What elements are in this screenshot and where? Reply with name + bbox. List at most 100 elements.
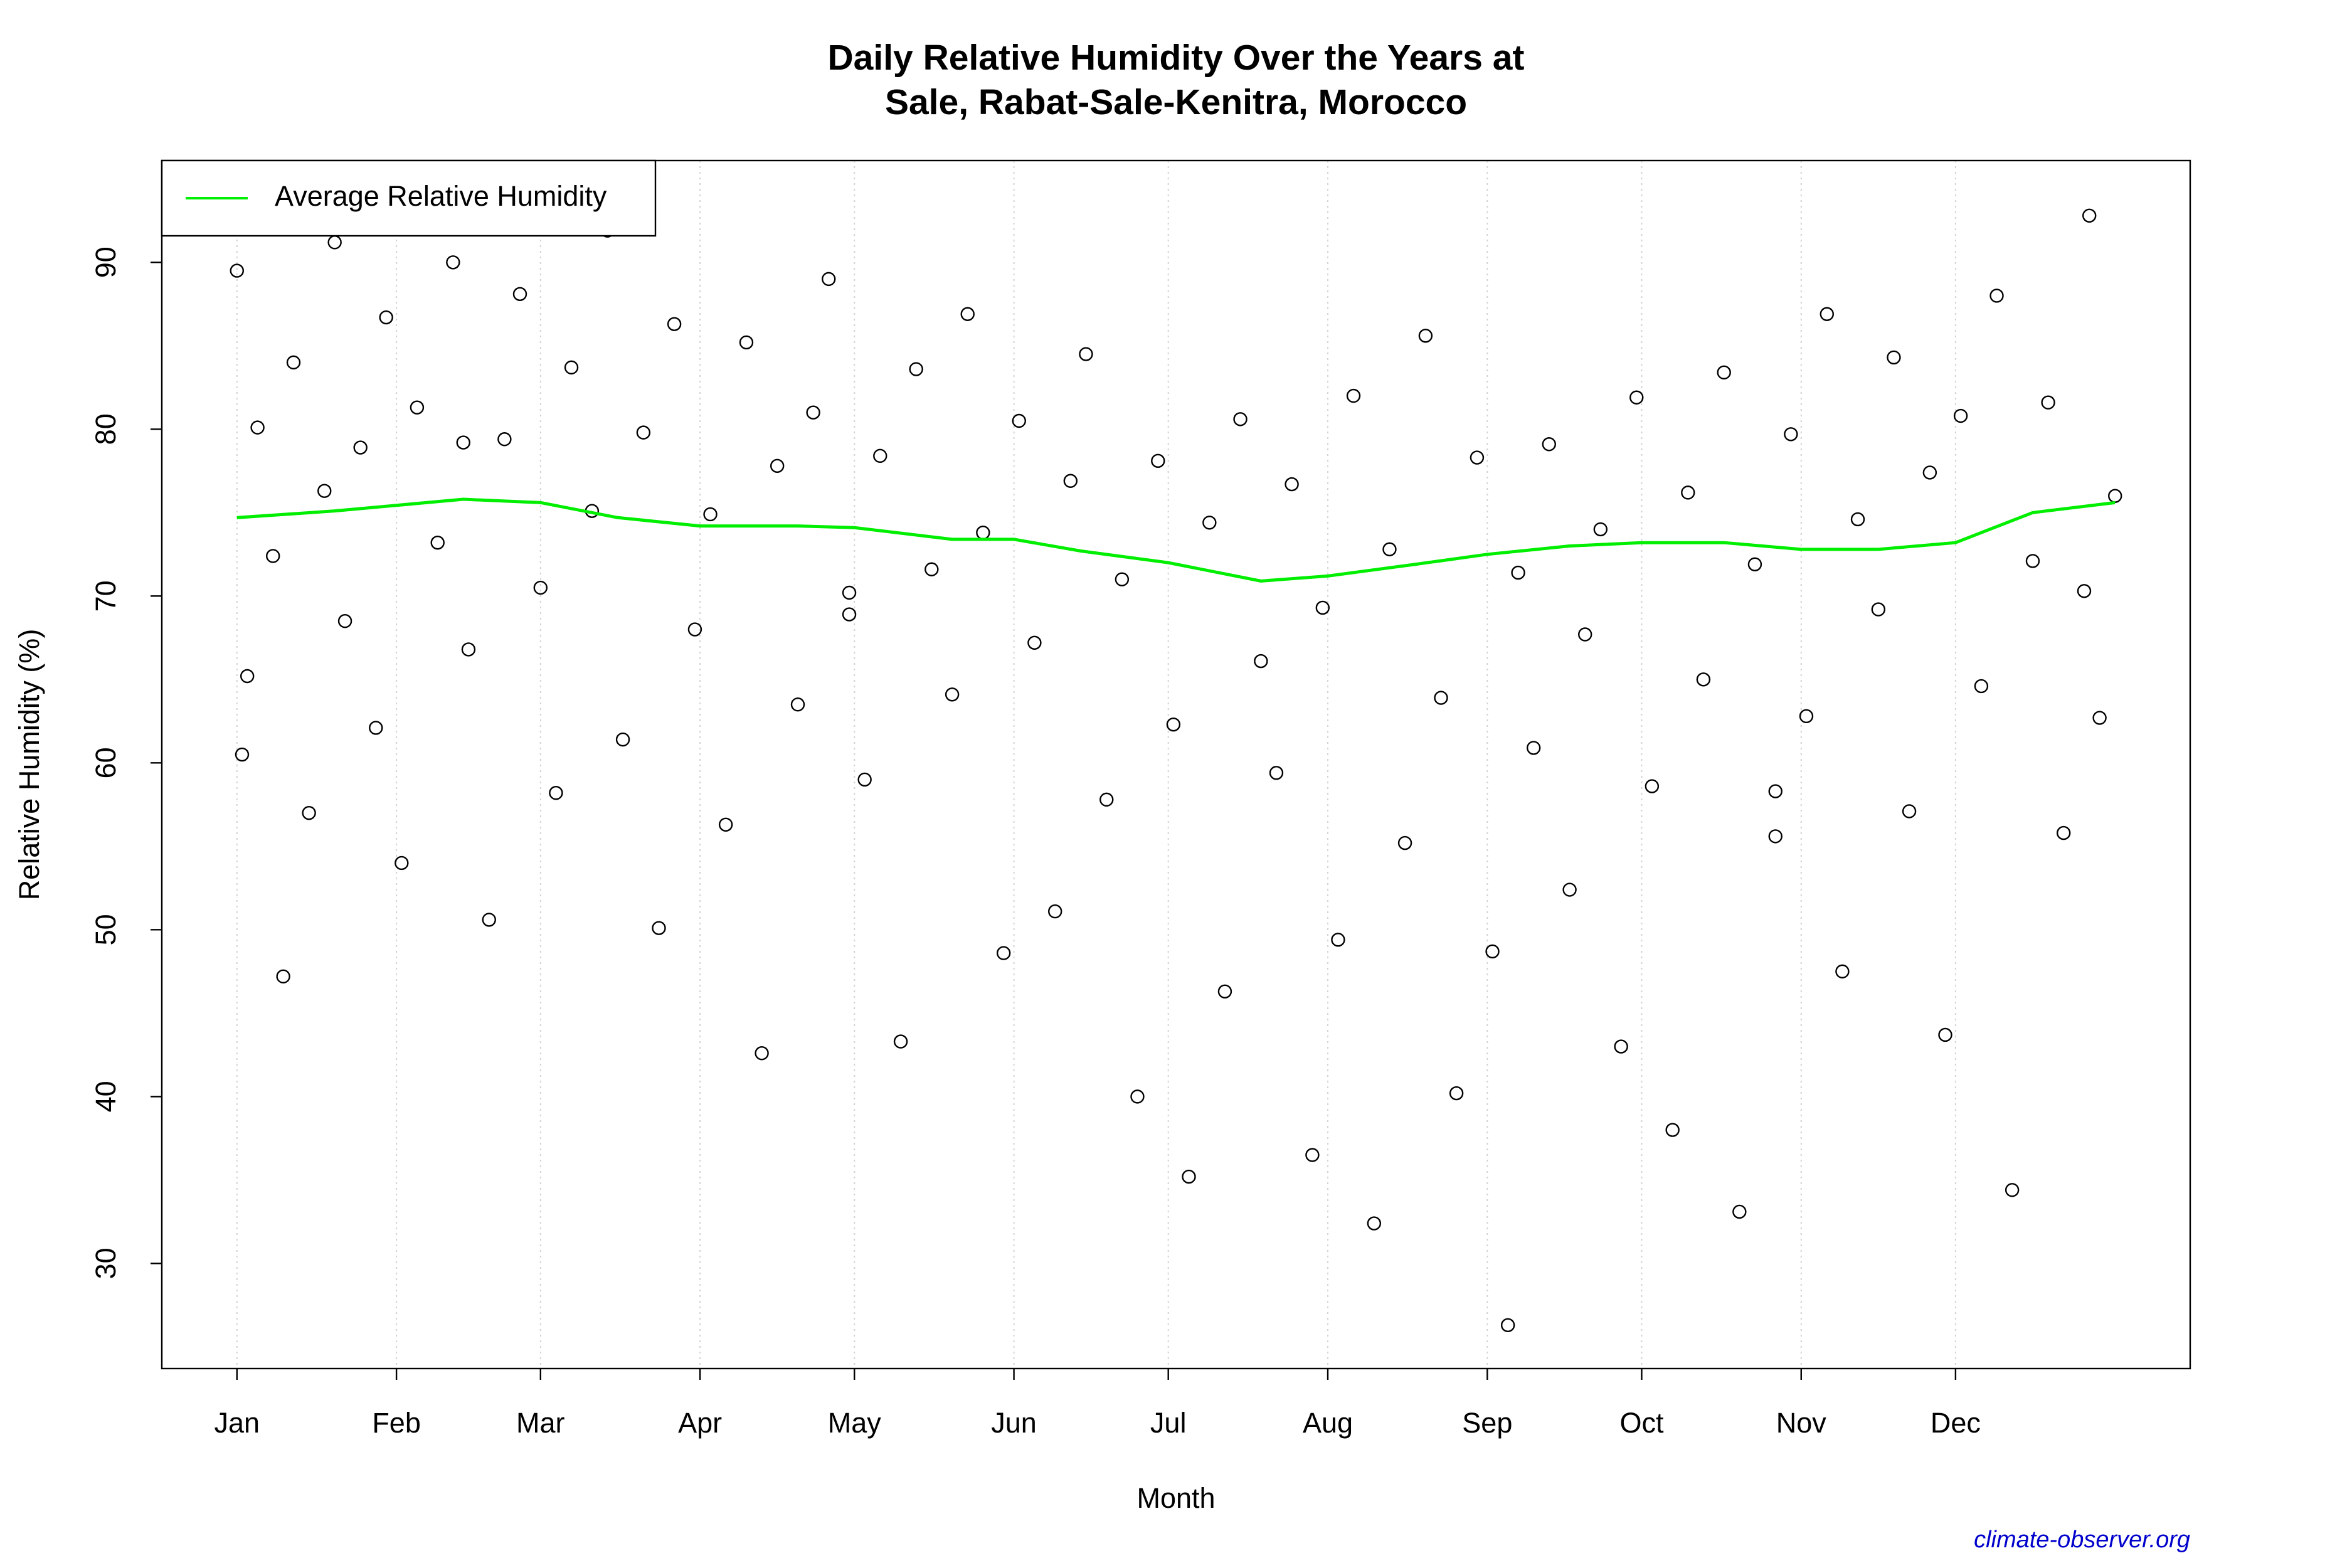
data-point	[512, 287, 527, 302]
data-point	[317, 484, 332, 498]
data-point	[1578, 627, 1592, 642]
data-point	[1500, 1318, 1515, 1333]
plot-frame	[161, 159, 2191, 1370]
data-point	[703, 507, 718, 522]
data-point	[482, 913, 496, 927]
data-point	[1115, 572, 1130, 586]
data-point	[1331, 933, 1345, 947]
y-axis-label: Relative Humidity (%)	[13, 629, 45, 901]
source-link: climate-observer.org	[1974, 1527, 2190, 1553]
data-point	[924, 562, 939, 576]
data-point	[1922, 465, 1937, 480]
data-point	[806, 405, 820, 420]
data-point	[755, 1046, 769, 1061]
data-point	[1202, 516, 1217, 530]
data-point	[497, 432, 512, 447]
data-point	[739, 335, 754, 350]
data-point	[2041, 395, 2055, 410]
data-point	[1562, 882, 1577, 897]
data-point	[1079, 347, 1093, 361]
data-point	[369, 721, 383, 735]
data-point	[1696, 672, 1711, 687]
data-point	[909, 362, 923, 376]
chart-title: Sale, Rabat-Sale-Kenitra, Morocco	[885, 82, 1467, 122]
data-point	[302, 805, 316, 820]
data-point	[337, 614, 352, 628]
data-point	[1871, 602, 1886, 617]
data-point	[240, 669, 255, 684]
data-point	[842, 607, 857, 622]
data-point	[1511, 565, 1525, 580]
data-point	[549, 786, 563, 800]
x-tick-label: Jul	[1150, 1407, 1187, 1439]
data-point	[1182, 1169, 1196, 1184]
chart-title: Daily Relative Humidity Over the Years a…	[828, 38, 1525, 78]
data-point	[2056, 825, 2071, 840]
data-point	[1012, 413, 1026, 428]
data-point	[1747, 557, 1762, 571]
data-point	[718, 817, 733, 832]
data-point	[1346, 388, 1361, 403]
data-point	[410, 400, 425, 415]
data-point	[1166, 717, 1181, 732]
data-point	[1850, 512, 1865, 527]
data-point	[1665, 1123, 1680, 1137]
x-tick-label: Dec	[1931, 1407, 1981, 1439]
data-point	[1902, 804, 1917, 818]
x-tick-label: Mar	[516, 1407, 565, 1439]
x-tick-label: Jan	[214, 1407, 260, 1439]
y-tick-label: 50	[90, 914, 122, 945]
data-point	[615, 732, 630, 747]
x-tick-label: Feb	[372, 1407, 421, 1439]
data-point	[1285, 477, 1299, 492]
y-tick-label: 60	[90, 747, 122, 778]
data-point	[2025, 554, 2040, 568]
data-point	[1254, 654, 1268, 669]
data-point	[250, 420, 265, 435]
y-tick-label: 90	[90, 246, 122, 278]
data-point	[636, 425, 651, 440]
data-point	[286, 355, 301, 370]
data-point	[456, 435, 470, 450]
data-point	[1938, 1027, 1952, 1042]
data-point	[1151, 453, 1165, 469]
x-tick-label: Sep	[1462, 1407, 1512, 1439]
legend-box	[161, 159, 657, 237]
data-point	[1974, 679, 1989, 694]
data-point	[1027, 635, 1042, 650]
data-point	[1645, 779, 1660, 793]
x-tick-label: Nov	[1776, 1407, 1827, 1439]
data-point	[230, 263, 244, 278]
data-point	[2005, 1183, 2020, 1197]
data-point	[2077, 584, 2092, 598]
data-point	[1269, 766, 1284, 780]
data-point	[461, 642, 476, 657]
data-point	[1217, 984, 1232, 999]
data-point	[2108, 489, 2122, 503]
data-point	[893, 1034, 908, 1049]
data-point	[1063, 474, 1078, 488]
data-point	[564, 360, 579, 375]
data-point	[1367, 1216, 1382, 1231]
data-point	[667, 317, 682, 331]
data-point	[687, 622, 702, 637]
data-point	[1485, 944, 1500, 959]
data-point	[873, 448, 887, 464]
data-point	[652, 921, 666, 935]
data-point	[353, 440, 368, 455]
data-point	[1717, 365, 1731, 380]
data-point	[533, 580, 548, 595]
data-point	[1953, 408, 1968, 423]
data-point	[1629, 390, 1644, 405]
x-tick-label: Aug	[1303, 1407, 1353, 1439]
data-point	[1593, 522, 1608, 537]
data-point	[446, 255, 460, 270]
data-point	[1470, 450, 1485, 465]
data-point	[1768, 829, 1783, 844]
y-tick-label: 30	[90, 1248, 122, 1279]
data-point	[379, 310, 393, 325]
x-tick-label: Oct	[1619, 1407, 1664, 1439]
data-point	[1418, 329, 1433, 343]
